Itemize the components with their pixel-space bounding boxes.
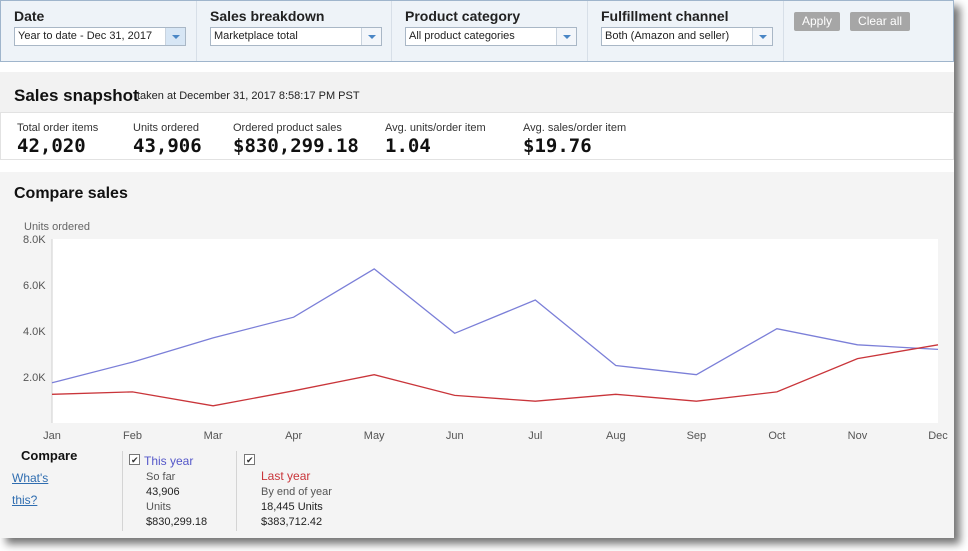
- legend-divider: [122, 451, 123, 531]
- metric-value: $830,299.18: [233, 135, 359, 157]
- metric-value: 1.04: [385, 135, 431, 157]
- snapshot-title: Sales snapshot: [14, 86, 139, 105]
- chevron-down-icon[interactable]: [165, 28, 185, 45]
- x-tick-label: Jan: [43, 430, 61, 442]
- sales-breakdown-select[interactable]: Marketplace total: [210, 27, 382, 46]
- metric-units-ordered: Units ordered 43,906: [133, 122, 202, 157]
- clear-all-button[interactable]: Clear all: [850, 11, 911, 31]
- fulfillment-channel-select[interactable]: Both (Amazon and seller): [601, 27, 773, 46]
- select-value: Year to date - Dec 31, 2017: [18, 30, 153, 42]
- x-tick-label: Nov: [848, 430, 868, 442]
- checkbox-this-year[interactable]: [129, 453, 140, 468]
- x-tick-label: Feb: [123, 430, 142, 442]
- chevron-down-icon[interactable]: [752, 28, 772, 45]
- y-tick-label: 6.0K: [23, 280, 46, 292]
- sales-dashboard: Date Year to date - Dec 31, 2017 Sales b…: [0, 0, 954, 538]
- checkbox-last-year[interactable]: [244, 453, 255, 468]
- chevron-down-icon[interactable]: [556, 28, 576, 45]
- legend-line: $383,712.42: [261, 516, 323, 528]
- x-tick-label: Mar: [204, 430, 223, 442]
- date-select[interactable]: Year to date - Dec 31, 2017: [14, 27, 186, 46]
- whats-this-link[interactable]: What's this?: [12, 471, 49, 507]
- filter-actions: Apply Clear all: [784, 1, 911, 61]
- series-line-this-year: [51, 268, 939, 384]
- metric-value: $19.76: [523, 135, 592, 157]
- compare-sales-section: Compare sales Units ordered 2.0K 4.0K 6.0K 8…: [0, 172, 954, 538]
- snapshot-metrics: Total order items 42,020 Units ordered 4…: [0, 112, 954, 160]
- legend-this-year: This year So far 43,906 Units $830,299.1…: [129, 453, 208, 530]
- metric-value: 43,906: [133, 135, 202, 157]
- filter-label: Fulfillment channel: [601, 8, 729, 24]
- x-tick-label: Jun: [446, 430, 464, 442]
- sales-snapshot-header: Sales snapshot taken at December 31, 201…: [0, 72, 954, 112]
- series-line-last-year: [51, 344, 939, 407]
- legend-last-year: Last year By end of year 18,445 Units $3…: [244, 453, 332, 530]
- legend-line: So far: [146, 471, 176, 483]
- x-tick-label: Jul: [528, 430, 542, 442]
- legend-divider: [236, 451, 237, 531]
- fulfillment-channel-filter: Fulfillment channel Both (Amazon and sel…: [588, 1, 784, 61]
- metric-avg-units-per-order-item: Avg. units/order item 1.04: [385, 122, 486, 157]
- legend-line: Units: [146, 501, 172, 513]
- x-tick-label: Oct: [768, 430, 785, 442]
- metric-ordered-product-sales: Ordered product sales $830,299.18: [233, 122, 359, 157]
- series-name: Last year: [261, 469, 311, 483]
- metric-label: Avg. units/order item: [385, 122, 486, 134]
- sales-breakdown-filter: Sales breakdown Marketplace total: [197, 1, 392, 61]
- metric-label: Ordered product sales: [233, 122, 342, 134]
- legend-line: 18,445 Units: [261, 501, 323, 513]
- filter-label: Product category: [405, 8, 521, 24]
- filter-bar: Date Year to date - Dec 31, 2017 Sales b…: [0, 0, 954, 62]
- compare-label: Compare: [21, 448, 78, 463]
- x-tick-label: Aug: [606, 430, 626, 442]
- legend-line: By end of year: [261, 486, 332, 498]
- y-axis-title: Units ordered: [24, 221, 90, 233]
- snapshot-timestamp: taken at December 31, 2017 8:58:17 PM PS…: [137, 90, 360, 102]
- metric-total-order-items: Total order items 42,020: [17, 122, 98, 157]
- legend-line: 43,906: [146, 486, 180, 498]
- units-ordered-chart: Units ordered 2.0K 4.0K 6.0K 8.0K Jan Feb Mar Ap…: [23, 221, 948, 442]
- metric-label: Avg. sales/order item: [523, 122, 627, 134]
- plot-area: [52, 239, 938, 423]
- x-tick-label: Apr: [285, 430, 302, 442]
- filter-label: Sales breakdown: [210, 8, 325, 24]
- product-category-select[interactable]: All product categories: [405, 27, 577, 46]
- series-name: This year: [144, 454, 194, 468]
- filter-label: Date: [14, 8, 45, 24]
- date-filter: Date Year to date - Dec 31, 2017: [1, 1, 197, 61]
- x-tick-label: May: [364, 430, 385, 442]
- apply-button[interactable]: Apply: [794, 11, 841, 31]
- y-tick-label: 8.0K: [23, 234, 46, 246]
- select-value: Both (Amazon and seller): [605, 30, 730, 42]
- legend-line: $830,299.18: [146, 516, 208, 528]
- y-tick-label: 2.0K: [23, 372, 46, 384]
- metric-value: 42,020: [17, 135, 86, 157]
- chevron-down-icon[interactable]: [361, 28, 381, 45]
- select-value: Marketplace total: [214, 30, 298, 42]
- metric-avg-sales-per-order-item: Avg. sales/order item $19.76: [523, 122, 626, 157]
- x-tick-label: Dec: [928, 430, 948, 442]
- select-value: All product categories: [409, 30, 515, 42]
- product-category-filter: Product category All product categories: [392, 1, 588, 61]
- metric-label: Total order items: [17, 122, 99, 134]
- x-tick-label: Sep: [687, 430, 707, 442]
- compare-title: Compare sales: [14, 185, 128, 202]
- y-tick-label: 4.0K: [23, 326, 46, 338]
- metric-label: Units ordered: [133, 122, 200, 134]
